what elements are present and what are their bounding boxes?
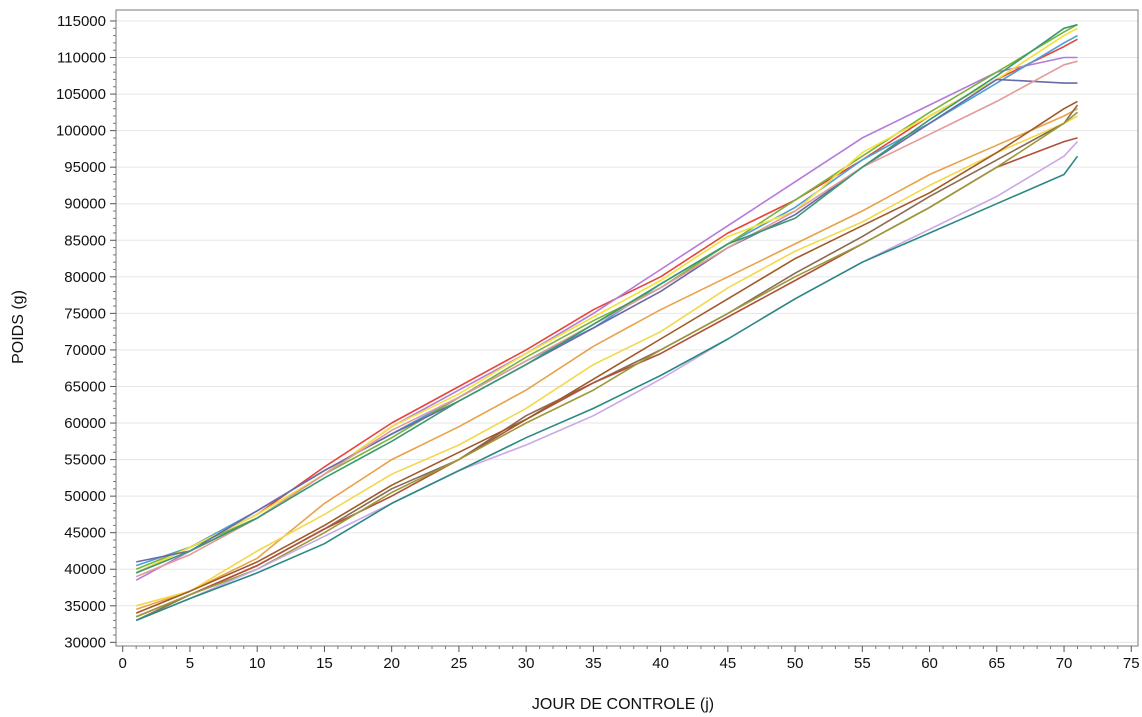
- axes: 30000 35000 40000 45000 50000 55000 60000 65000…: [56, 9, 1140, 672]
- y-tick-label: 105000: [56, 86, 106, 103]
- series-lines: [135, 23, 1079, 622]
- x-tick-label: 20: [383, 655, 400, 672]
- x-tick-label: 55: [854, 655, 871, 672]
- y-tick-label: 115000: [57, 13, 106, 30]
- x-tick-label: 70: [1056, 655, 1073, 672]
- x-tick-label: 5: [186, 655, 194, 672]
- x-tick-label: 50: [787, 655, 804, 672]
- series-line-5: [135, 27, 1078, 574]
- x-tick-label: 25: [451, 655, 468, 672]
- x-tick-label: 15: [316, 655, 333, 672]
- x-tick-label: 40: [652, 655, 669, 672]
- series-line-15: [135, 141, 1079, 622]
- y-axis-title: POIDS (g): [10, 290, 27, 364]
- x-tick-label: 35: [585, 655, 602, 672]
- x-tick-label: 10: [249, 655, 266, 672]
- x-axis-title: JOUR DE CONTROLE (j): [532, 696, 714, 713]
- x-tick-label: 60: [921, 655, 938, 672]
- series-line-14: [135, 111, 1079, 618]
- series-line-8: [135, 23, 1078, 574]
- y-tick-label: 80000: [64, 269, 106, 286]
- x-tick-label: 45: [720, 655, 737, 672]
- y-tick-label: 75000: [64, 305, 106, 322]
- series-line-12: [135, 137, 1078, 618]
- y-tick-label: 50000: [64, 488, 106, 505]
- y-tick-label: 30000: [64, 634, 106, 651]
- x-tick-label: 30: [518, 655, 535, 672]
- y-tick-label: 70000: [64, 342, 106, 359]
- y-tick-label: 110000: [57, 50, 106, 67]
- series-line-13: [135, 100, 1078, 614]
- series-line-16: [135, 155, 1079, 622]
- x-tick-label: 0: [119, 655, 127, 672]
- y-tick-label: 45000: [64, 525, 106, 542]
- y-tick-label: 35000: [64, 598, 106, 615]
- y-tick-label: 100000: [56, 123, 106, 140]
- y-tick-label: 95000: [64, 159, 106, 176]
- y-tick-label: 90000: [64, 196, 106, 213]
- series-line-10: [135, 115, 1078, 607]
- x-tick-label: 65: [988, 655, 1005, 672]
- series-line-4: [135, 23, 1078, 570]
- y-tick-label: 40000: [64, 561, 106, 578]
- y-tick-label: 60000: [64, 415, 106, 432]
- series-line-7: [135, 60, 1078, 578]
- x-tick-label: 75: [1123, 655, 1140, 672]
- y-tick-label: 65000: [64, 378, 106, 395]
- series-line-9: [135, 107, 1078, 611]
- y-tick-label: 55000: [64, 452, 106, 469]
- series-line-6: [136, 78, 1078, 563]
- y-tick-label: 85000: [64, 232, 106, 249]
